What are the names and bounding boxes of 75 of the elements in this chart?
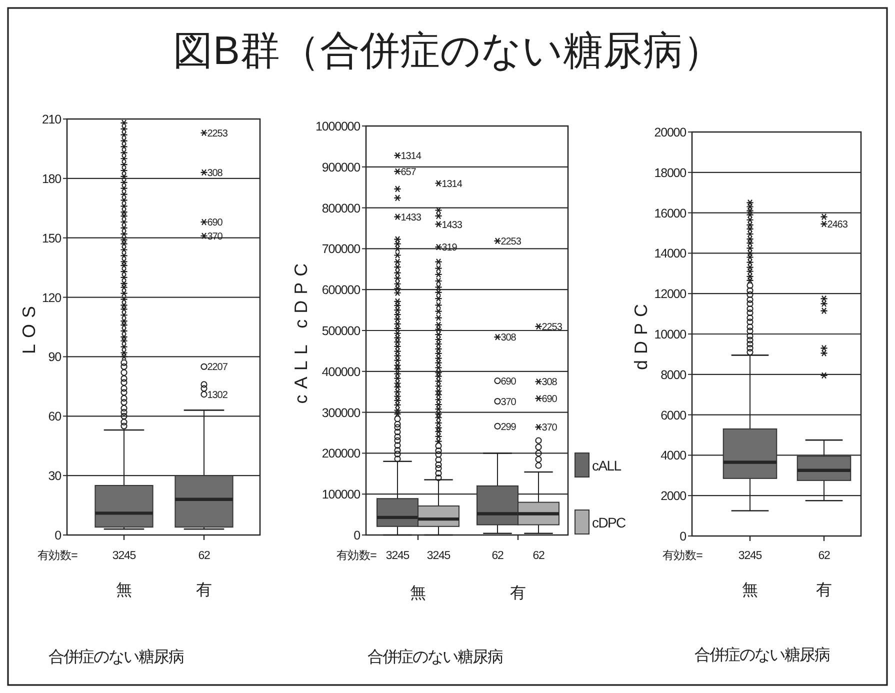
y-tick-label: 700000 bbox=[322, 242, 361, 256]
y-tick-label: 14000 bbox=[654, 246, 687, 261]
x-tick-label: 有 bbox=[196, 582, 212, 599]
annotation: 2253 bbox=[500, 236, 522, 248]
y-tick-label: 90 bbox=[48, 350, 62, 364]
x-tick-label: 有 bbox=[510, 585, 526, 602]
annotation: 1433 bbox=[400, 212, 422, 224]
annotation: 690 bbox=[542, 394, 558, 405]
annotation: 299 bbox=[500, 422, 517, 433]
annotation: 308 bbox=[500, 332, 517, 344]
x-tick-label: 無 bbox=[116, 582, 132, 599]
text: 有効数= bbox=[37, 549, 78, 562]
y-tick-label: 900000 bbox=[322, 160, 361, 174]
y-axis-title: dDPC bbox=[630, 298, 651, 370]
x-tick-label: 有 bbox=[816, 582, 832, 599]
legend-label: cDPC bbox=[592, 514, 626, 530]
y-axis-title: cALL cDPC bbox=[290, 257, 311, 404]
annotation: 690 bbox=[207, 218, 224, 229]
annotation: 1302 bbox=[207, 390, 228, 401]
text: 3245 bbox=[112, 550, 136, 562]
x-tick-label: 無 bbox=[742, 582, 758, 599]
text: 62 bbox=[532, 550, 544, 562]
x-axis-title: 合併症のない糖尿病 bbox=[694, 646, 830, 664]
y-tick-label: 4000 bbox=[660, 448, 687, 463]
y-tick-label: 300000 bbox=[322, 406, 361, 420]
y-tick-label: 210 bbox=[42, 112, 62, 126]
text: 3245 bbox=[738, 550, 762, 562]
text: 62 bbox=[818, 550, 830, 562]
y-tick-label: 20000 bbox=[654, 126, 687, 140]
y-tick-label: 30 bbox=[48, 469, 62, 484]
text: 有効数= bbox=[662, 549, 704, 562]
y-tick-label: 0 bbox=[54, 528, 62, 542]
annotation: 308 bbox=[542, 377, 558, 388]
annotation: 1314 bbox=[400, 151, 422, 162]
y-axis-title: LOS bbox=[18, 300, 39, 354]
annotation: 690 bbox=[500, 376, 517, 388]
y-tick-label: 60 bbox=[48, 410, 62, 424]
y-tick-label: 150 bbox=[42, 231, 62, 246]
text: 図B群（合併症のない糖尿病） bbox=[173, 29, 723, 73]
y-tick-label: 0 bbox=[680, 530, 687, 544]
y-tick-label: 120 bbox=[42, 290, 62, 305]
y-tick-label: 8000 bbox=[660, 368, 687, 382]
text: 有効数= bbox=[336, 549, 378, 562]
legend-label: cALL bbox=[592, 458, 622, 474]
y-tick-label: 1000000 bbox=[316, 120, 361, 134]
annotation: 308 bbox=[207, 168, 224, 180]
y-tick-label: 500000 bbox=[322, 324, 361, 338]
annotation: 2253 bbox=[207, 128, 228, 140]
y-tick-label: 6000 bbox=[660, 408, 687, 422]
y-tick-label: 16000 bbox=[654, 206, 687, 220]
y-tick-label: 100000 bbox=[322, 488, 361, 502]
y-tick-label: 18000 bbox=[654, 166, 687, 180]
y-tick-label: 2000 bbox=[660, 489, 687, 504]
annotation: 1433 bbox=[442, 220, 463, 231]
x-axis-title: 合併症のない糖尿病 bbox=[48, 648, 184, 666]
text: 62 bbox=[492, 550, 504, 562]
y-tick-label: 200000 bbox=[322, 446, 361, 461]
annotation: 2463 bbox=[827, 220, 848, 231]
x-axis-title: 合併症のない糖尿病 bbox=[368, 648, 502, 666]
y-tick-label: 800000 bbox=[322, 201, 361, 216]
text: 62 bbox=[198, 550, 210, 562]
y-tick-label: 600000 bbox=[322, 283, 361, 298]
text: 3245 bbox=[386, 550, 410, 562]
y-tick-label: 10000 bbox=[654, 328, 687, 342]
y-tick-label: 180 bbox=[42, 172, 62, 186]
y-tick-label: 400000 bbox=[322, 364, 361, 379]
annotation: 1314 bbox=[442, 178, 463, 190]
annotation: 370 bbox=[542, 422, 558, 434]
y-tick-label: 12000 bbox=[654, 287, 687, 302]
x-tick-label: 無 bbox=[410, 585, 426, 602]
text: 3245 bbox=[426, 550, 450, 562]
annotation: 2207 bbox=[207, 362, 228, 374]
y-tick-label: 0 bbox=[354, 528, 361, 542]
annotation: 657 bbox=[400, 167, 417, 178]
annotation: 370 bbox=[500, 396, 517, 408]
